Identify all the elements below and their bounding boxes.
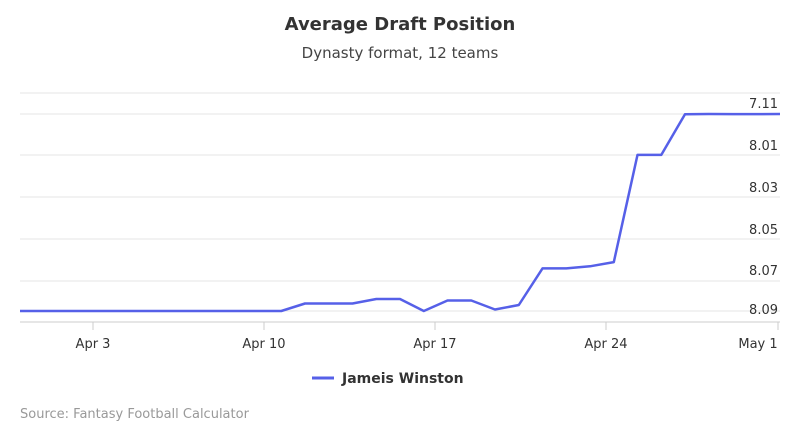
data-point-28[interactable]: [683, 112, 688, 117]
data-point-13[interactable]: [326, 301, 331, 306]
data-point-14[interactable]: [350, 301, 355, 306]
data-point-8[interactable]: [208, 309, 213, 314]
data-point-26[interactable]: [635, 152, 640, 157]
data-point-0[interactable]: [18, 309, 23, 314]
y-tick-label: 8.01: [749, 139, 778, 154]
data-point-4[interactable]: [113, 309, 118, 314]
legend[interactable]: Jameis Winston: [312, 371, 464, 387]
data-point-20[interactable]: [493, 307, 498, 312]
series-group: [18, 112, 783, 314]
data-point-24[interactable]: [588, 264, 593, 269]
data-point-10[interactable]: [255, 309, 260, 314]
data-point-15[interactable]: [374, 297, 379, 302]
legend-label[interactable]: Jameis Winston: [341, 371, 464, 387]
x-tick-label: May 1: [738, 337, 777, 352]
y-tick-label: 8.05: [749, 223, 778, 238]
y-axis: 7.11 8.01 8.03 8.05 8.07 8.09: [749, 97, 778, 318]
y-tick-label: 8.07: [749, 264, 778, 279]
data-point-18[interactable]: [445, 298, 450, 303]
data-point-32[interactable]: [778, 112, 783, 117]
data-point-17[interactable]: [421, 309, 426, 314]
data-point-23[interactable]: [564, 266, 569, 271]
chart-subtitle: Dynasty format, 12 teams: [302, 44, 499, 62]
grid-lines: [20, 92, 780, 312]
data-point-12[interactable]: [303, 301, 308, 306]
data-point-7[interactable]: [184, 309, 189, 314]
x-tick-label: Apr 17: [413, 337, 456, 352]
data-point-30[interactable]: [730, 112, 735, 117]
y-tick-label: 8.09: [749, 303, 778, 318]
source-credit: Source: Fantasy Football Calculator: [20, 407, 250, 422]
data-point-2[interactable]: [65, 309, 70, 314]
y-tick-label: 8.03: [749, 181, 778, 196]
data-point-1[interactable]: [41, 309, 46, 314]
data-point-21[interactable]: [516, 303, 521, 308]
data-point-31[interactable]: [754, 112, 759, 117]
chart-title: Average Draft Position: [285, 14, 516, 35]
data-point-6[interactable]: [160, 309, 165, 314]
data-point-27[interactable]: [659, 152, 664, 157]
data-point-16[interactable]: [398, 297, 403, 302]
data-point-19[interactable]: [469, 298, 474, 303]
data-point-22[interactable]: [540, 266, 545, 271]
data-point-11[interactable]: [279, 309, 284, 314]
data-point-29[interactable]: [706, 112, 711, 117]
x-axis: Apr 3 Apr 10 Apr 17 Apr 24 May 1: [76, 322, 779, 352]
data-point-25[interactable]: [611, 260, 616, 265]
data-point-9[interactable]: [231, 309, 236, 314]
data-point-5[interactable]: [136, 309, 141, 314]
x-tick-label: Apr 10: [242, 337, 285, 352]
x-tick-label: Apr 24: [584, 337, 627, 352]
data-point-3[interactable]: [89, 309, 94, 314]
series-line-0[interactable]: [20, 112, 781, 313]
x-tick-label: Apr 3: [76, 337, 111, 352]
y-tick-label: 7.11: [749, 97, 778, 112]
